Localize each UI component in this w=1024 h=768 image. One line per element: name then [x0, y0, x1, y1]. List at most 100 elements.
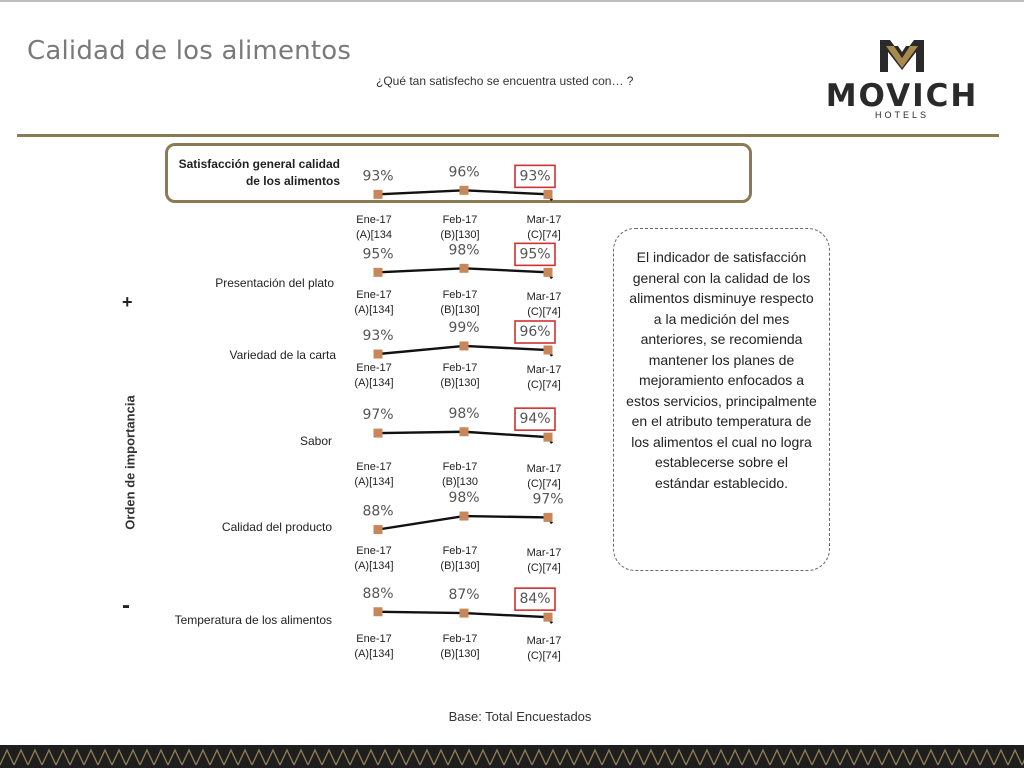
- footer-chevron: [223, 748, 239, 766]
- value-label: 97%: [362, 407, 393, 423]
- top-border: [0, 0, 1024, 2]
- importance-minus: -: [122, 592, 130, 619]
- row-label: Variedad de la carta: [229, 348, 336, 362]
- footer-chevron: [237, 748, 253, 766]
- movich-logo: MOVICH HOTELS: [814, 38, 990, 124]
- footer-chevron: [937, 748, 953, 766]
- value-label: 88%: [362, 586, 393, 602]
- footer-chevron: [195, 748, 211, 766]
- x-tick-label: Ene-17: [356, 633, 391, 645]
- value-label: 88%: [362, 504, 393, 520]
- x-tick-label: (A)[134]: [354, 560, 393, 572]
- x-tick-label: (C)[74]: [527, 650, 561, 662]
- footer-chevron: [69, 748, 85, 766]
- value-label: 97%: [532, 491, 563, 507]
- footer-chevron: [979, 748, 995, 766]
- footer-chevron: [125, 748, 141, 766]
- x-tick-label: Mar-17: [527, 291, 562, 303]
- footer-chevron: [405, 748, 421, 766]
- footer-chevron: [657, 748, 673, 766]
- footer-chevron: [335, 748, 351, 766]
- value-label: 93%: [362, 328, 393, 344]
- data-point: [373, 428, 383, 438]
- x-tick-label: (A)[134: [356, 229, 392, 241]
- footer-chevron: [853, 748, 869, 766]
- row-label: Temperatura de los alimentos: [174, 613, 332, 627]
- footer-chevron: [251, 748, 267, 766]
- insight-note: El indicador de satisfacción general con…: [613, 228, 830, 571]
- footer-chevron: [461, 748, 477, 766]
- footer-chevron: [279, 748, 295, 766]
- data-point: [373, 349, 383, 359]
- data-point: [373, 189, 383, 199]
- row-label: Satisfacción general calidad de los alime…: [178, 157, 340, 188]
- footer-chevron: [0, 748, 15, 766]
- footer-chevron: [587, 748, 603, 766]
- data-point: [373, 267, 383, 277]
- footer-chevron: [27, 748, 43, 766]
- footer-chevron: [699, 748, 715, 766]
- data-point: [459, 608, 469, 618]
- footer-pattern: [0, 745, 1024, 768]
- footer-chevron: [111, 748, 127, 766]
- x-tick-label: (A)[134]: [354, 377, 393, 389]
- footer-chevron: [671, 748, 687, 766]
- highlight-value-box: [514, 164, 556, 189]
- row-label: Presentación del plato: [215, 276, 334, 290]
- x-tick-label: Feb-17: [443, 545, 478, 557]
- logo-mark-icon: [880, 40, 924, 72]
- x-tick-label: (B)[130]: [440, 648, 479, 660]
- footer-chevron: [531, 748, 547, 766]
- footer-chevron: [517, 748, 533, 766]
- footer-chevron: [391, 748, 407, 766]
- logo-sub: HOTELS: [874, 110, 929, 120]
- footer-chevron: [293, 748, 309, 766]
- x-tick-label: (C)[74]: [527, 478, 561, 490]
- value-label: 84%: [519, 591, 550, 607]
- x-tick-label: Ene-17: [356, 461, 391, 473]
- footer-chevron: [321, 748, 337, 766]
- footer-chevron: [55, 748, 71, 766]
- x-tick-label: Feb-17: [443, 633, 478, 645]
- x-tick-label: (C)[74]: [527, 229, 561, 241]
- footer-chevron: [727, 748, 743, 766]
- footer-chevron: [97, 748, 113, 766]
- value-label: 87%: [448, 587, 479, 603]
- x-tick-label: Mar-17: [527, 547, 562, 559]
- footer-chevron: [433, 748, 449, 766]
- footer-chevron: [41, 748, 57, 766]
- footer-chevron: [307, 748, 323, 766]
- base-note: Base: Total Encuestados: [448, 709, 592, 724]
- footer-chevron: [895, 748, 911, 766]
- x-tick-label: (A)[134]: [354, 304, 393, 316]
- data-point: [459, 263, 469, 273]
- value-label: 98%: [448, 406, 479, 422]
- logo-word: MOVICH: [825, 78, 979, 114]
- value-label: 95%: [519, 246, 550, 262]
- x-tick-label: Feb-17: [443, 289, 478, 301]
- footer-chevron: [909, 748, 925, 766]
- highlight-value-box: [514, 587, 556, 611]
- footer-chevron: [1007, 748, 1023, 766]
- header-rule: [17, 134, 999, 137]
- data-point: [459, 341, 469, 351]
- footer-chevron: [475, 748, 491, 766]
- footer-chevron: [685, 748, 701, 766]
- footer-chevron: [167, 748, 183, 766]
- page-subtitle: ¿Qué tan satisfecho se encuentra usted c…: [376, 74, 634, 88]
- footer-chevron: [573, 748, 589, 766]
- data-point: [543, 512, 553, 522]
- footer-chevron: [965, 748, 981, 766]
- footer-chevron: [419, 748, 435, 766]
- value-label: 93%: [362, 168, 393, 184]
- x-tick-label: (B)[130]: [440, 377, 479, 389]
- value-label: 95%: [362, 246, 393, 262]
- footer-chevron: [755, 748, 771, 766]
- data-point: [373, 525, 383, 535]
- x-tick-label: Ene-17: [356, 362, 391, 374]
- x-tick-label: Feb-17: [443, 362, 478, 374]
- x-tick-label: (A)[134]: [354, 476, 393, 488]
- data-point: [543, 267, 553, 277]
- row-label: Sabor: [299, 434, 332, 448]
